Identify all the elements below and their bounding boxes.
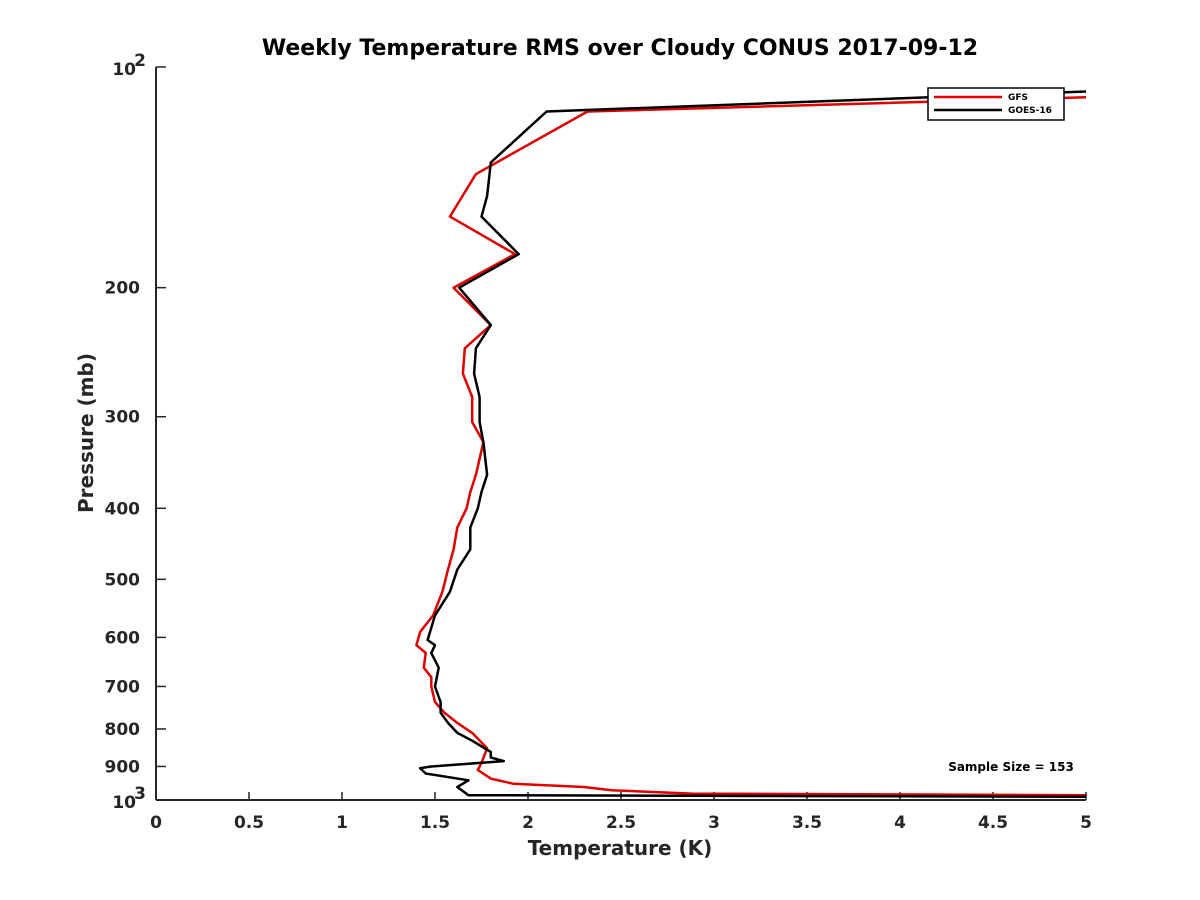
y-tick-label: 500 [105, 570, 141, 590]
chart-title: Weekly Temperature RMS over Cloudy CONUS… [262, 36, 978, 61]
x-tick-label: 1.5 [420, 813, 450, 833]
x-axis-label: Temperature (K) [528, 836, 713, 860]
x-tick-label: 5 [1080, 813, 1092, 833]
series-line-gfs [415, 96, 1087, 797]
x-tick-label: 4.5 [978, 813, 1008, 833]
legend-label-gfs: GFS [1008, 93, 1028, 103]
y-tick-label: 800 [105, 720, 141, 740]
x-tick-label: 1 [336, 813, 348, 833]
y-tick-exponent: 3 [134, 784, 146, 804]
legend-label-goes16: GOES-16 [1008, 106, 1052, 116]
x-tick-label: 3.5 [792, 813, 822, 833]
y-tick-base: 10 [112, 793, 136, 813]
series-line-goes16 [418, 90, 1087, 799]
y-tick-label: 300 [105, 408, 141, 428]
y-tick-label: 400 [105, 499, 141, 519]
x-tick-label: 0.5 [234, 813, 264, 833]
y-tick-exponent: 2 [134, 51, 146, 71]
y-tick-label: 200 [105, 279, 141, 299]
x-ticks: 0 0.5 1 1.5 2 2.5 3 3.5 4 4.5 5 [150, 792, 1092, 833]
y-tick-label: 600 [105, 628, 141, 648]
y-tick-base: 10 [112, 60, 136, 80]
x-tick-label: 3 [708, 813, 720, 833]
x-tick-label: 2.5 [606, 813, 636, 833]
series-lines [415, 90, 1087, 799]
x-tick-label: 2 [522, 813, 534, 833]
legend-box [927, 87, 1065, 121]
x-tick-label: 0 [150, 813, 162, 833]
x-tick-label: 4 [894, 813, 906, 833]
legend: GFS GOES-16 [927, 87, 1065, 121]
sample-size-annotation: Sample Size = 153 [948, 760, 1074, 774]
y-tick-label: 700 [105, 677, 141, 697]
y-axis-label: Pressure (mb) [74, 353, 98, 513]
plot-area [155, 67, 1086, 801]
y-tick-label: 900 [105, 757, 141, 777]
